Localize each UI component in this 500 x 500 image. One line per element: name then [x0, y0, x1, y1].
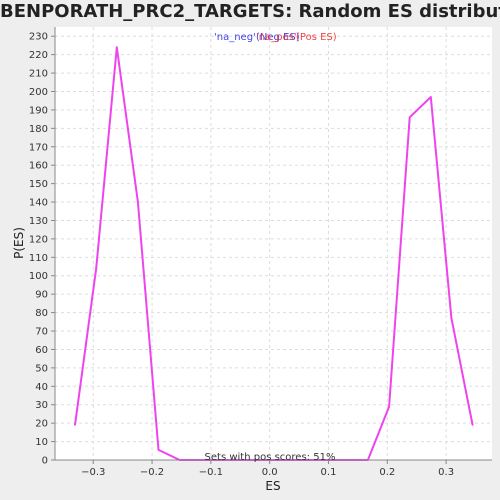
x-tick-label: 0.2: [379, 467, 395, 478]
data-point: [157, 449, 160, 451]
legend: 'na_neg' (Neg ES) 'na_pos' (Pos ES): [214, 32, 337, 43]
data-point: [388, 405, 390, 408]
axis-ticks: 0 10 20 30 40 50 60 70 80 90 100 110 120 130 140 150 160…: [29, 32, 454, 478]
y-axis-label: P(ES): [12, 227, 26, 259]
x-tick-label: −0.3: [81, 467, 105, 478]
y-tick-label: 110: [29, 253, 48, 264]
data-point: [95, 267, 97, 270]
grid-lines: [55, 27, 492, 461]
data-point: [408, 116, 411, 119]
y-tick-label: 130: [29, 216, 48, 227]
y-tick-label: 120: [29, 234, 48, 245]
y-tick-label: 10: [35, 437, 48, 448]
y-tick-label: 210: [29, 69, 48, 80]
y-tick-label: 70: [35, 327, 48, 338]
y-tick-label: 90: [35, 290, 48, 301]
chart-title: BENPORATH_PRC2_TARGETS: Random ES distri…: [0, 1, 500, 22]
x-tick-label: 0.1: [321, 467, 337, 478]
y-tick-label: 30: [35, 400, 48, 411]
legend-neg-series: (Neg ES): [256, 32, 300, 43]
y-tick-label: 180: [29, 124, 48, 135]
x-tick-label: 0.3: [438, 467, 454, 478]
data-point: [137, 201, 139, 203]
data-point: [74, 424, 76, 426]
legend-pos-label: 'na_pos': [256, 32, 297, 43]
data-point: [115, 46, 118, 49]
x-tick-label: −0.1: [199, 467, 223, 478]
y-tick-label: 100: [29, 271, 48, 282]
legend-pos-series: (Pos ES): [296, 32, 337, 43]
y-tick-label: 20: [35, 419, 48, 430]
y-tick-label: 50: [35, 363, 48, 374]
data-point: [450, 317, 453, 319]
y-tick-label: 200: [29, 87, 48, 98]
y-tick-label: 60: [35, 345, 48, 356]
pos-scores-note: Sets with pos scores: 51%: [205, 452, 336, 463]
y-tick-label: 40: [35, 382, 48, 393]
y-tick-label: 230: [29, 32, 48, 43]
y-tick-label: 190: [29, 105, 48, 116]
y-tick-label: 140: [29, 198, 48, 209]
y-tick-label: 220: [29, 50, 48, 61]
x-axis-label: ES: [265, 479, 280, 493]
x-tick-label: 0.0: [262, 467, 278, 478]
y-tick-label: 170: [29, 142, 48, 153]
y-tick-label: 80: [35, 308, 48, 319]
data-point: [471, 424, 474, 426]
x-tick-label: −0.2: [140, 467, 164, 478]
y-tick-label: 150: [29, 179, 48, 190]
y-tick-label: 0: [42, 456, 48, 467]
y-tick-label: 160: [29, 161, 48, 172]
plot-background: [55, 27, 492, 460]
legend-neg-label: 'na_neg': [214, 32, 256, 43]
data-point: [430, 96, 432, 98]
